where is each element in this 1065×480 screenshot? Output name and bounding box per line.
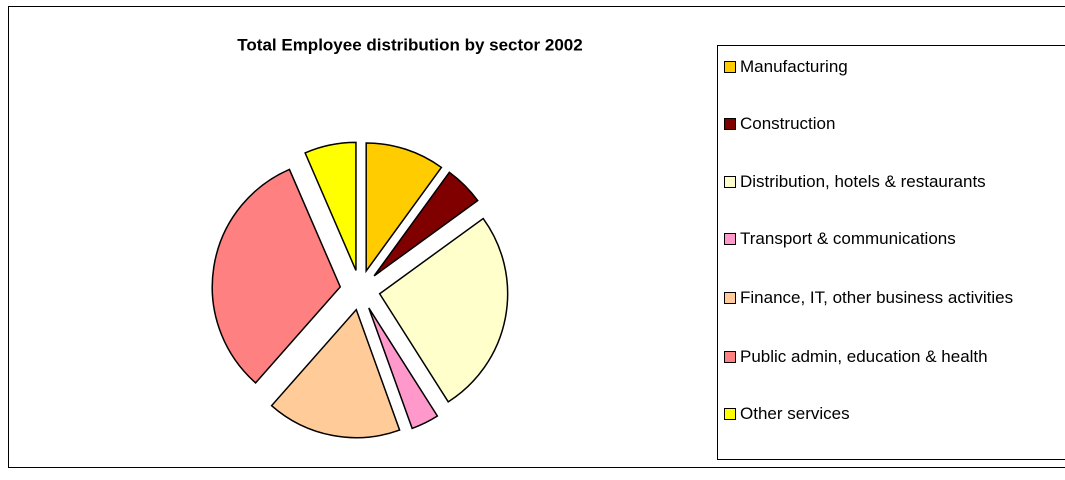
legend-label: Public admin, education & health bbox=[740, 347, 988, 366]
legend-label: Finance, IT, other business activities bbox=[740, 288, 1014, 307]
legend-swatch bbox=[724, 61, 736, 73]
pie-slice bbox=[373, 171, 479, 277]
pie-slice bbox=[378, 217, 509, 403]
legend-item: Finance, IT, other business activities bbox=[724, 287, 1059, 308]
legend-item: Distribution, hotels & restaurants bbox=[724, 171, 1059, 192]
legend-label: Construction bbox=[740, 114, 836, 133]
pie-slice bbox=[304, 141, 357, 271]
legend-label: Other services bbox=[740, 404, 850, 423]
legend-swatch bbox=[724, 233, 736, 245]
legend-label: Manufacturing bbox=[740, 57, 848, 76]
legend-swatch bbox=[724, 176, 736, 188]
pie-slice bbox=[211, 168, 342, 384]
legend-item: Manufacturing bbox=[724, 56, 1059, 77]
pie-slice bbox=[368, 307, 439, 430]
legend-item: Construction bbox=[724, 113, 1059, 134]
legend: Manufacturing Construction Distribution, h… bbox=[717, 45, 1065, 460]
legend-label: Transport & communications bbox=[740, 229, 956, 248]
legend-swatch bbox=[724, 351, 736, 363]
legend-swatch bbox=[724, 408, 736, 420]
legend-item: Transport & communications bbox=[724, 228, 1059, 249]
pie-slice bbox=[270, 308, 401, 439]
legend-item: Public admin, education & health bbox=[724, 346, 1059, 367]
pie-slice bbox=[365, 142, 443, 274]
legend-label: Distribution, hotels & restaurants bbox=[740, 172, 986, 191]
chart-frame bbox=[8, 6, 1065, 468]
legend-item: Other services bbox=[724, 403, 1059, 424]
legend-swatch bbox=[724, 292, 736, 304]
legend-swatch bbox=[724, 118, 736, 130]
chart-title: Total Employee distribution by sector 20… bbox=[237, 35, 582, 54]
